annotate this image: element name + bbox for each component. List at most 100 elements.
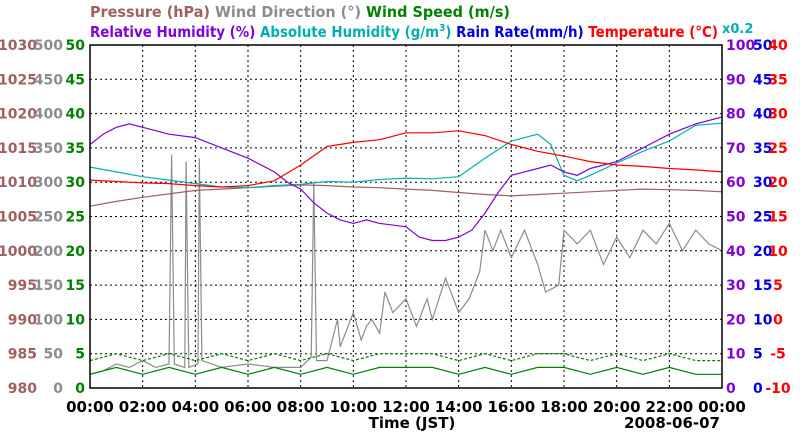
series-rel-hum xyxy=(89,116,723,242)
tick-label-wind-dir: 50 xyxy=(44,347,64,363)
tick-label-wind-dir: 500 xyxy=(34,38,63,54)
tick-label-temp: -5 xyxy=(770,347,786,363)
legend-pressure: Pressure (hPa) xyxy=(90,3,210,21)
tick-label-temp: 15 xyxy=(768,210,787,226)
tick-label-rel-hum: 50 xyxy=(726,210,746,226)
x-tick-label: 04:00 xyxy=(171,398,219,416)
tick-label-pressure: 1030 xyxy=(0,38,37,54)
x-tick-label: 00:00 xyxy=(66,398,114,416)
tick-label-wind-speed: 10 xyxy=(66,312,86,328)
x-tick-label: 22:00 xyxy=(645,398,693,416)
legend-superscript: 3 xyxy=(439,23,445,34)
series-temp xyxy=(89,130,723,188)
legend-temp: Temperature (°C) xyxy=(584,23,718,41)
tick-label-pressure: 980 xyxy=(8,381,37,397)
legend-row-2: Relative Humidity (%) Absolute Humidity … xyxy=(90,23,718,41)
x-tick-label: 10:00 xyxy=(329,398,377,416)
tick-label-wind-speed: 45 xyxy=(66,72,85,88)
date-label: 2008-06-07 xyxy=(624,414,720,432)
tick-label-rain: 5 xyxy=(753,347,763,363)
tick-label-temp: 35 xyxy=(768,72,787,88)
tick-label-wind-dir: 200 xyxy=(34,244,63,260)
tick-label-rain: 50 xyxy=(753,38,773,54)
tick-label-rel-hum: 10 xyxy=(726,347,746,363)
tick-label-wind-speed: 0 xyxy=(75,381,85,397)
tick-label-temp: 25 xyxy=(768,141,787,157)
x-tick-label: 20:00 xyxy=(593,398,641,416)
x-tick-label: 06:00 xyxy=(224,398,272,416)
tick-label-rain: 45 xyxy=(753,72,772,88)
tick-label-rel-hum: 70 xyxy=(726,141,746,157)
tick-label-wind-dir: 300 xyxy=(34,175,63,191)
tick-label-rain: 30 xyxy=(753,175,773,191)
tick-label-pressure: 1005 xyxy=(0,210,37,226)
tick-label-rain: 20 xyxy=(753,244,773,260)
plot-series xyxy=(89,116,723,375)
tick-label-rel-hum: 30 xyxy=(726,278,746,294)
tick-label-wind-dir: 400 xyxy=(34,107,63,123)
tick-label-wind-dir: 250 xyxy=(34,210,63,226)
x-tick-label: 00:00 xyxy=(698,398,746,416)
tick-label-pressure: 1020 xyxy=(0,107,37,123)
tick-label-rel-hum: 0 xyxy=(726,381,736,397)
tick-label-pressure: 985 xyxy=(8,347,37,363)
legend-rain: Rain Rate(mm/h) xyxy=(451,23,583,41)
legend-abs-hum: Absolute Humidity (g/m xyxy=(255,23,439,41)
tick-label-wind-dir: 450 xyxy=(34,72,63,88)
tick-label-pressure: 1000 xyxy=(0,244,37,260)
legend-rel-hum: Relative Humidity (%) xyxy=(90,23,255,41)
x-tick-label: 02:00 xyxy=(119,398,167,416)
tick-label-wind-speed: 35 xyxy=(66,141,85,157)
tick-label-pressure: 995 xyxy=(8,278,37,294)
tick-label-wind-dir: 350 xyxy=(34,141,63,157)
x-axis-label: Time (JST) xyxy=(369,414,456,432)
tick-label-wind-speed: 25 xyxy=(66,210,85,226)
tick-label-pressure: 1025 xyxy=(0,72,37,88)
tick-label-rel-hum: 80 xyxy=(726,107,746,123)
tick-label-wind-speed: 50 xyxy=(66,38,86,54)
legend-scale-note: x0.2 xyxy=(722,22,753,37)
plot-frame xyxy=(89,44,723,389)
legend-wind-speed: Wind Speed (m/s) xyxy=(361,3,510,21)
x-tick-label: 12:00 xyxy=(382,398,430,416)
tick-label-temp: -10 xyxy=(765,381,791,397)
legend-paren: ) xyxy=(445,23,451,41)
tick-label-wind-dir: 0 xyxy=(53,381,63,397)
tick-label-rain: 35 xyxy=(753,141,772,157)
tick-label-temp: 30 xyxy=(768,107,788,123)
tick-label-rain: 0 xyxy=(753,381,763,397)
tick-label-pressure: 1015 xyxy=(0,141,37,157)
tick-label-temp: 5 xyxy=(773,278,783,294)
tick-label-pressure: 990 xyxy=(8,312,37,328)
tick-label-wind-speed: 30 xyxy=(66,175,86,191)
chart-legend: Pressure (hPa) Wind Direction (°) Wind S… xyxy=(90,3,753,41)
tick-label-rain: 25 xyxy=(753,210,772,226)
tick-label-rel-hum: 60 xyxy=(726,175,746,191)
tick-label-rain: 40 xyxy=(753,107,773,123)
tick-label-temp: 20 xyxy=(768,175,788,191)
tick-label-wind-speed: 20 xyxy=(66,244,86,260)
series-abs-hum xyxy=(89,122,723,189)
series-wind-dir xyxy=(89,154,723,375)
x-tick-label: 08:00 xyxy=(277,398,325,416)
legend-row-1: Pressure (hPa) Wind Direction (°) Wind S… xyxy=(90,3,510,21)
tick-label-wind-dir: 150 xyxy=(34,278,63,294)
tick-label-rain: 10 xyxy=(753,312,773,328)
tick-label-rel-hum: 40 xyxy=(726,244,746,260)
tick-label-rel-hum: 100 xyxy=(726,38,755,54)
tick-label-rel-hum: 20 xyxy=(726,312,746,328)
tick-label-wind-speed: 40 xyxy=(66,107,86,123)
series-pressure xyxy=(89,184,723,207)
tick-label-rel-hum: 90 xyxy=(726,72,746,88)
tick-label-pressure: 1010 xyxy=(0,175,37,191)
tick-label-wind-dir: 100 xyxy=(34,312,63,328)
tick-label-temp: 0 xyxy=(773,312,783,328)
plot-axes: 1030102510201015101010051000995990985980… xyxy=(0,38,791,416)
legend-wind-dir: Wind Direction (°) xyxy=(210,3,361,21)
series-wind-speed xyxy=(89,366,722,375)
x-tick-label: 18:00 xyxy=(540,398,588,416)
x-tick-label: 14:00 xyxy=(435,398,483,416)
tick-label-temp: 40 xyxy=(768,38,788,54)
tick-label-temp: 10 xyxy=(768,244,788,260)
tick-label-wind-speed: 5 xyxy=(75,347,85,363)
